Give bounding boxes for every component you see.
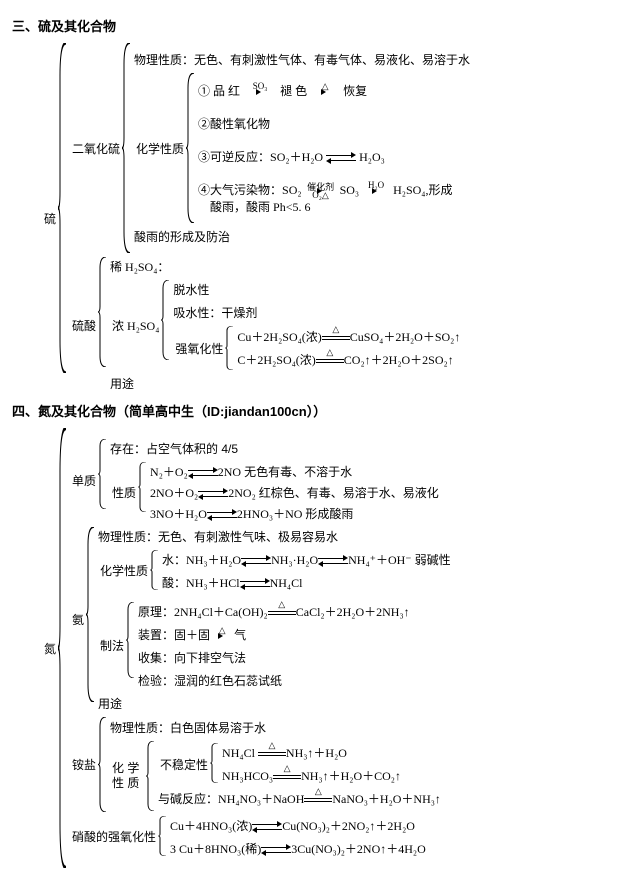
sec3-title: 三、硫及其化合物 — [12, 16, 628, 35]
dilute: 稀 H₂SO₄： — [110, 257, 460, 276]
sulfur-root: 硫 — [42, 210, 58, 227]
dev: 装置：固＋固△气 — [138, 625, 410, 644]
hr2: 3 Cu＋8HNO₃(稀)3Cu(NO₃)₂＋2NO↑＋4H₂O — [170, 839, 426, 858]
nh3-phys: 物理性质：无色、有刺激性气味、极易容易水 — [98, 527, 451, 546]
nh3-chem-label: 化学性质 — [98, 562, 150, 579]
p2: 吸水性：干燥剂 — [173, 303, 460, 322]
h2so4-label: 硫酸 — [70, 317, 98, 334]
hno3-label: 硝酸的强氧化性 — [70, 828, 158, 845]
test: 检验：湿润的红色石蕊试纸 — [138, 671, 410, 690]
brace — [98, 439, 108, 509]
so2-label: 二氧化硫 — [70, 140, 122, 157]
p3-label: 强氧化性 — [173, 340, 225, 357]
prin: 原理：2NH₄Cl＋Ca(OH)₂△CaCl₂＋2H₂O＋2NH₃↑ — [138, 602, 410, 621]
nitrogen-root: 氮 — [42, 640, 58, 657]
prep-label: 制法 — [98, 637, 126, 654]
nh3-use: 用途 — [98, 694, 451, 713]
brace — [225, 326, 235, 370]
p3b: C＋2H₂SO₄(浓)△CO₂↑＋2H₂O＋2SO₂↑ — [237, 350, 460, 369]
hr1: Cu＋4HNO₃(浓)Cu(NO₃)₂＋2NO₂↑＋2H₂O — [170, 816, 426, 835]
h2so4-use: 用途 — [110, 374, 460, 393]
u2: NH₃HCO₃△NH₃↑＋H₂O＋CO₂↑ — [222, 766, 401, 785]
so2-phys: 物理性质：无色、有刺激性气体、有毒气体、易液化、易溶于水 — [134, 50, 470, 69]
so2-c3: ③可逆反应：SO₂＋H₂O H₂O₃ — [198, 147, 452, 166]
r3: 3NO＋H₂O2HNO₃＋NO 形成酸雨 — [150, 504, 439, 523]
brace — [150, 550, 160, 590]
so2-c2: ②酸性氧化物 — [198, 114, 452, 133]
so2-c1: ① 品 红 SO₃ 褪 色 △ 恢复 — [198, 81, 452, 100]
unstable-label: 不稳定性 — [158, 756, 210, 773]
nh4-phys: 物理性质：白色固体易溶于水 — [110, 718, 441, 737]
sulfur-tree: 硫 二氧化硫 物理性质：无色、有刺激性气体、有毒气体、易液化、易溶于水 化学性质… — [42, 43, 628, 393]
brace — [98, 717, 108, 812]
nh3-acid: 酸：NH₃＋HClNH₄Cl — [162, 573, 451, 592]
brace — [98, 257, 108, 367]
nh3-water: 水：NH₃＋H₂ONH₃·H₂ONH₄⁺＋OH⁻ 弱碱性 — [162, 550, 451, 569]
brace — [58, 428, 68, 868]
nitrogen-tree: 氮 单质 存在：占空气体积的 4/5 性质 N₂＋O₂2NO 无色有毒、不溶于水… — [42, 428, 628, 868]
brace — [146, 741, 156, 811]
nh4-label: 铵盐 — [70, 756, 98, 773]
sec4-title: 四、氮及其化合物（简单高中生（ID:jiandan100cn）） — [12, 401, 628, 420]
p1: 脱水性 — [173, 280, 460, 299]
r2: 2NO＋O₂2NO₂ 红棕色、有毒、易溶于水、易液化 — [150, 483, 439, 502]
exist: 存在：占空气体积的 4/5 — [110, 439, 439, 458]
r1: N₂＋O₂2NO 无色有毒、不溶于水 — [150, 462, 439, 481]
so2-acid: 酸雨的形成及防治 — [134, 227, 470, 246]
p3a: Cu＋2H₂SO₄(浓)△CuSO₄＋2H₂O＋SO₂↑ — [237, 327, 460, 346]
brace — [158, 816, 168, 856]
brace — [186, 73, 196, 223]
base: 与碱反应：NH₄NO₃＋NaOH△NaNO₃＋H₂O＋NH₃↑ — [158, 789, 441, 808]
brace — [161, 280, 171, 360]
brace — [126, 602, 136, 678]
brace — [210, 743, 220, 783]
so2-c4: ④大气污染物：SO₂ 催化剂O₂△ SO₃ H₂O H₂SO₄,形成 酸雨，酸雨… — [198, 180, 452, 216]
conc-label: 浓 H₂SO₄ — [110, 317, 161, 334]
brace — [138, 462, 148, 512]
nh3-label: 氨 — [70, 611, 86, 628]
brace — [86, 527, 96, 702]
u1: NH₄Cl △NH₃↑＋H₂O — [222, 743, 401, 762]
brace — [58, 43, 68, 373]
simple-label: 单质 — [70, 472, 98, 489]
prop-label: 性质 — [110, 484, 138, 501]
nh4-chem-label: 化 学性 质 — [110, 761, 146, 790]
collect: 收集：向下排空气法 — [138, 648, 410, 667]
so2-chem-label: 化学性质 — [134, 140, 186, 157]
brace — [122, 43, 132, 253]
